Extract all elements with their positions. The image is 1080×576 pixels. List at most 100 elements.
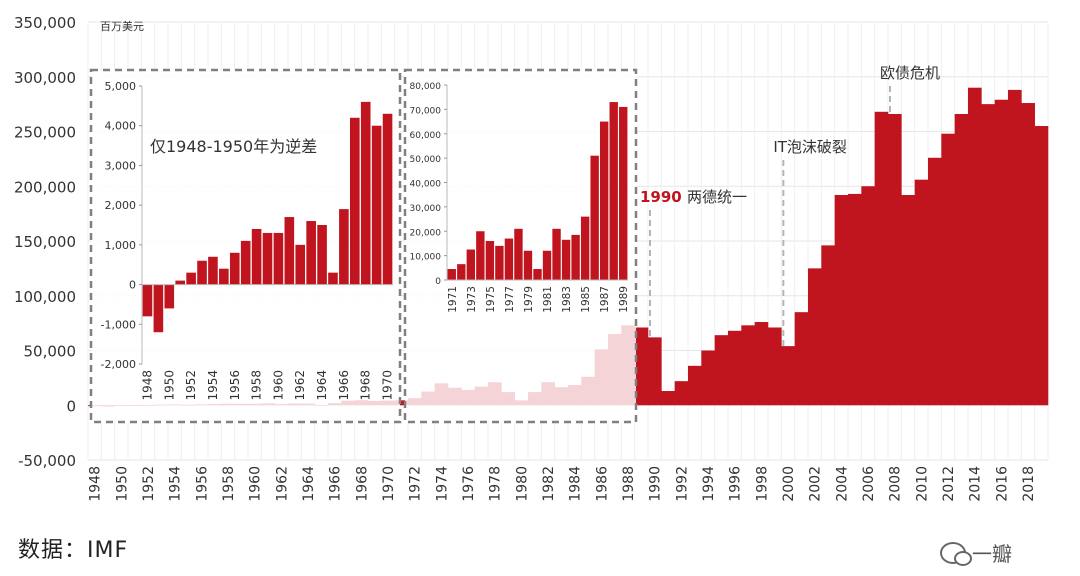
inset-x-tick-label: 1975 bbox=[485, 286, 497, 313]
x-tick-label: 1976 bbox=[461, 466, 477, 502]
inset-bar-1973 bbox=[466, 249, 476, 280]
bar-1996 bbox=[728, 330, 742, 406]
y-tick-label: 200,000 bbox=[14, 178, 76, 196]
x-tick-label: 2012 bbox=[941, 466, 957, 502]
bar-1990 bbox=[648, 337, 662, 406]
inset-title: 仅1948-1950年为逆差 bbox=[150, 137, 317, 156]
inset-bar-1962 bbox=[295, 244, 306, 285]
inset-x-tick-label: 1971 bbox=[447, 286, 459, 313]
unit-label: 百万美元 bbox=[100, 20, 144, 33]
inset-x-tick-label: 1985 bbox=[580, 286, 592, 313]
bar-2000 bbox=[781, 346, 795, 406]
inset-x-tick-label: 1973 bbox=[466, 286, 478, 313]
inset-bar-1971 bbox=[447, 269, 456, 280]
inset-x-tick-label: 1958 bbox=[250, 370, 264, 401]
x-tick-label: 2014 bbox=[968, 466, 984, 502]
inset-x-tick-label: 1966 bbox=[337, 370, 351, 401]
marker-label-1990: 1990 两德统一 bbox=[640, 188, 747, 206]
watermark-text: 一瓣 bbox=[972, 542, 1012, 566]
bar-2002 bbox=[808, 268, 822, 406]
inset-bar-1972 bbox=[457, 264, 466, 280]
y-tick-label: 0 bbox=[66, 397, 76, 415]
inset-x-tick-label: 1962 bbox=[293, 370, 307, 401]
inset-bar-1986 bbox=[590, 155, 599, 280]
inset-bar-1957 bbox=[240, 240, 251, 285]
inset-bar-1979 bbox=[523, 250, 533, 280]
bar-2014 bbox=[968, 87, 982, 406]
event-markers: 1990 两德统一 IT泡沫破裂 欧债危机 bbox=[640, 64, 940, 347]
y-tick-label: -50,000 bbox=[18, 452, 76, 470]
inset-bar-1953 bbox=[197, 260, 207, 285]
inset-bar-1967 bbox=[350, 117, 360, 285]
inset-bar-1965 bbox=[328, 272, 338, 285]
inset-y-tick-label: -2,000 bbox=[101, 358, 136, 371]
bar-1998 bbox=[754, 322, 769, 406]
inset-bar-1985 bbox=[580, 216, 590, 280]
x-tick-label: 1992 bbox=[674, 466, 690, 502]
bar-2018 bbox=[1021, 103, 1035, 406]
y-tick-label: 300,000 bbox=[14, 69, 76, 87]
bar-1992 bbox=[674, 381, 689, 406]
bar-1991 bbox=[661, 391, 675, 406]
bar-2001 bbox=[794, 312, 809, 406]
x-tick-label: 2004 bbox=[834, 466, 850, 502]
bar-2010 bbox=[914, 179, 929, 406]
main-bars bbox=[88, 87, 1049, 407]
marker-year: 1990 bbox=[640, 188, 687, 206]
inset-bar-1959 bbox=[262, 232, 273, 285]
source-label: 数据：IMF bbox=[18, 538, 129, 563]
inset-y-tick-label: 3,000 bbox=[105, 159, 137, 172]
inset-bar-1982 bbox=[552, 228, 561, 280]
x-tick-label: 1984 bbox=[568, 466, 584, 502]
inset-bar-1987 bbox=[599, 121, 609, 280]
x-tick-label: 1972 bbox=[408, 466, 424, 502]
inset-x-tick-label: 1981 bbox=[542, 286, 554, 313]
inset-x-tick-label: 1987 bbox=[599, 286, 611, 313]
bar-1994 bbox=[701, 350, 715, 406]
inset-bar-1954 bbox=[208, 256, 218, 285]
bar-2007 bbox=[874, 111, 889, 406]
marker-text: 欧债危机 bbox=[880, 64, 940, 82]
inset-bar-1989 bbox=[619, 106, 628, 280]
watermark: 一瓣 bbox=[940, 538, 1012, 567]
inset-bar-1970 bbox=[382, 113, 393, 285]
inset-bar-1951 bbox=[175, 280, 185, 285]
inset-bar-1950 bbox=[164, 284, 175, 309]
x-tick-label: 1982 bbox=[541, 466, 557, 502]
bar-2012 bbox=[941, 133, 955, 406]
wechat-icon bbox=[940, 541, 972, 566]
inset-y-tick-label: 0 bbox=[129, 279, 136, 292]
x-tick-label: 1988 bbox=[621, 466, 637, 502]
inset-x-tick-label: 1956 bbox=[228, 370, 242, 401]
inset-y-tick-label: -1,000 bbox=[101, 318, 136, 331]
inset-x-tick-label: 1964 bbox=[315, 370, 329, 401]
marker-label-2008: 欧债危机 bbox=[880, 64, 940, 82]
x-tick-label: 1968 bbox=[354, 466, 370, 502]
main-x-tick-labels: 1948 1950 1952 1954 1956 1958 1960 1962 1964 1966… bbox=[88, 466, 1037, 502]
x-tick-label: 1970 bbox=[381, 466, 397, 502]
inset-bar-1978 bbox=[514, 228, 523, 280]
x-tick-label: 1978 bbox=[488, 466, 504, 502]
bar-1999 bbox=[768, 327, 782, 406]
x-tick-label: 1996 bbox=[728, 466, 744, 502]
inset-bar-1966 bbox=[339, 209, 349, 285]
x-tick-label: 2002 bbox=[808, 466, 824, 502]
bar-1989 bbox=[634, 327, 649, 406]
inset-x-tick-label: 1977 bbox=[504, 286, 516, 313]
inset-y-tick-label: 0 bbox=[435, 277, 441, 287]
bar-2019 bbox=[1034, 126, 1049, 406]
inset-y-tick-label: 10,000 bbox=[410, 253, 442, 263]
x-tick-label: 1986 bbox=[594, 466, 610, 502]
x-tick-label: 2006 bbox=[861, 466, 877, 502]
inset-y-tick-label: 1,000 bbox=[105, 239, 137, 252]
y-tick-label: 50,000 bbox=[24, 343, 77, 361]
inset-y-tick-label: 40,000 bbox=[410, 180, 442, 190]
x-tick-label: 2018 bbox=[1021, 466, 1037, 502]
marker-label-2000: IT泡沫破裂 bbox=[773, 138, 847, 156]
x-tick-label: 1994 bbox=[701, 466, 717, 502]
main-y-tick-labels: 350,000 300,000 250,000 200,000 150,000 100,0… bbox=[14, 14, 76, 470]
inset-bar-1952 bbox=[186, 272, 196, 285]
inset-x-tick-label: 1970 bbox=[381, 370, 395, 401]
x-tick-label: 1974 bbox=[434, 466, 450, 502]
y-tick-label: 250,000 bbox=[14, 124, 76, 142]
